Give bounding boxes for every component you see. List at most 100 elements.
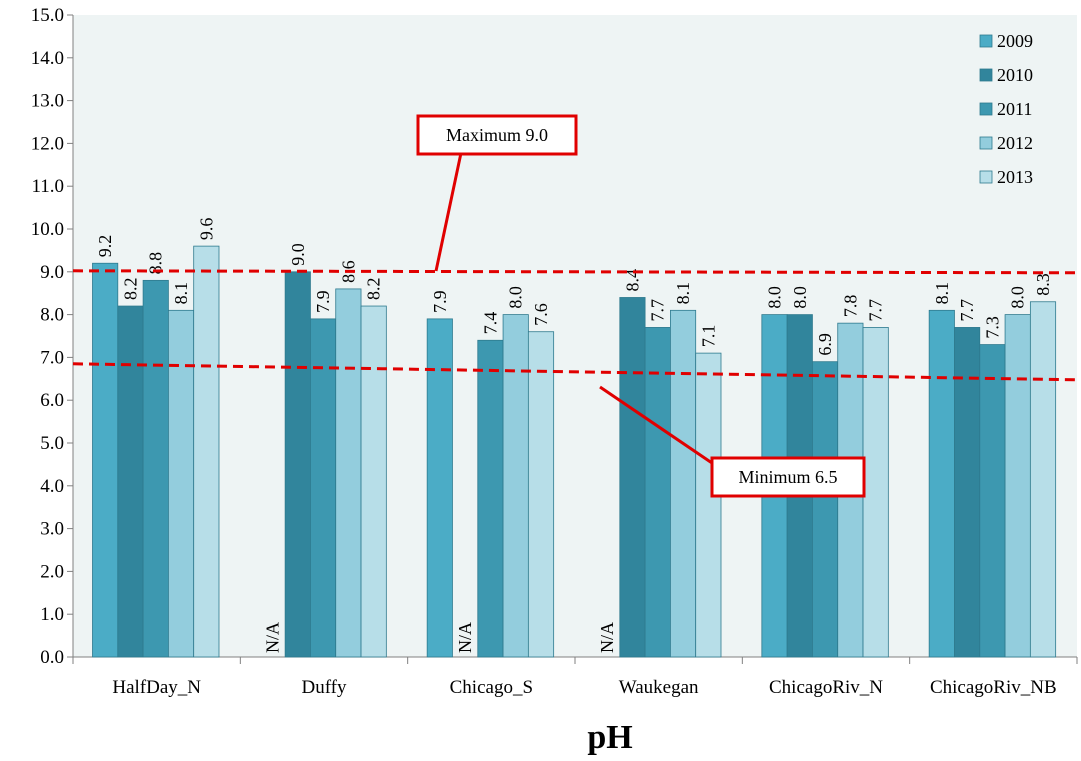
data-label: 7.1 xyxy=(698,325,718,348)
x-axis: HalfDay_N Duffy Chicago_S Waukegan ChicagoRi… xyxy=(72,656,1078,698)
legend-swatch-2009 xyxy=(979,34,993,48)
data-label: 8.3 xyxy=(1033,273,1053,296)
bar-2013-ChicagoRiv_NB xyxy=(1029,301,1057,658)
y-axis: 0.0 1.0 2.0 3.0 4.0 5.0 6.0 7.0 8.0 9.0 10.0 11.0 12… xyxy=(31,5,74,668)
y-tick-label: 3.0 xyxy=(40,519,64,540)
data-label: 8.2 xyxy=(364,278,384,301)
data-label: 8.1 xyxy=(673,282,693,305)
data-label: 8.0 xyxy=(790,286,810,309)
data-label: 7.7 xyxy=(957,299,977,322)
bar-2009-HalfDay_N xyxy=(92,262,119,658)
y-tick-label: 5.0 xyxy=(40,433,64,454)
y-tick-label: 7.0 xyxy=(40,347,64,368)
x-category-label: Duffy xyxy=(301,677,347,698)
data-label: 8.0 xyxy=(1008,286,1028,309)
data-label: 9.6 xyxy=(196,218,216,241)
data-label: 8.0 xyxy=(764,286,784,309)
data-label: 8.8 xyxy=(146,252,166,275)
max-annotation-box xyxy=(416,114,578,156)
data-label: 8.1 xyxy=(932,282,952,305)
legend-label-2011: 2011 xyxy=(997,99,1032,119)
bar-2013-Duffy xyxy=(360,305,387,658)
legend-swatch-2012 xyxy=(979,136,993,150)
bar-2011-Duffy xyxy=(310,318,337,658)
data-label: 8.1 xyxy=(171,282,191,305)
y-tick-label: 14.0 xyxy=(31,48,64,69)
bar-2010-ChicagoRiv_NB xyxy=(954,327,981,658)
data-label: 9.2 xyxy=(95,235,115,258)
legend-swatch-2013 xyxy=(979,170,993,184)
data-label: 8.2 xyxy=(120,278,140,301)
legend-swatch-2010 xyxy=(979,68,993,82)
data-label: 7.6 xyxy=(531,303,551,326)
bar-2011-ChicagoRiv_NB xyxy=(979,344,1006,658)
data-label: 7.7 xyxy=(866,299,886,322)
data-label: N/A xyxy=(597,622,617,653)
legend-label-2010: 2010 xyxy=(997,65,1033,85)
x-category-label: Waukegan xyxy=(619,677,699,698)
bar-2011-Chicago_S xyxy=(477,339,504,658)
bar-2010-HalfDay_N xyxy=(117,305,144,658)
data-label: 7.8 xyxy=(840,295,860,318)
y-tick-label: 4.0 xyxy=(40,476,64,497)
bar-2012-ChicagoRiv_NB xyxy=(1004,314,1031,658)
legend-label-2013: 2013 xyxy=(997,167,1033,187)
data-label: 8.0 xyxy=(506,286,526,309)
reference-lines: Maximum 9.0 Minimum 6.5 xyxy=(72,114,1078,498)
bar-2013-Chicago_S xyxy=(527,331,555,658)
y-tick-label: 0.0 xyxy=(40,647,64,668)
data-label: 9.0 xyxy=(288,243,308,266)
y-tick-label: 10.0 xyxy=(31,219,64,240)
bar-2009-ChicagoRiv_NB xyxy=(928,309,955,658)
min-annotation-box xyxy=(710,456,866,498)
y-tick-label: 9.0 xyxy=(40,262,64,283)
max-annotation-label: Maximum 9.0 xyxy=(446,125,548,145)
bar-2010-Waukegan xyxy=(619,297,646,658)
bar-2011-HalfDay_N xyxy=(142,279,169,658)
bar-2013-HalfDay_N xyxy=(193,245,220,658)
legend: 2009 2010 2011 2012 2013 xyxy=(979,31,1033,187)
bar-2012-Chicago_S xyxy=(502,314,529,658)
data-label: 7.3 xyxy=(982,316,1002,339)
x-category-label: HalfDay_N xyxy=(112,677,201,698)
data-label: 7.4 xyxy=(480,312,500,334)
x-category-label: ChicagoRiv_NB xyxy=(930,677,1057,698)
data-labels: 9.2 N/A 7.9 N/A 8.0 8.1 8.2 9.0 N/A 8.4 8.0 7.7 8.8 7… xyxy=(95,218,1053,653)
data-label: 7.7 xyxy=(648,299,668,322)
bar-2012-Waukegan xyxy=(670,309,697,658)
y-tick-label: 13.0 xyxy=(31,91,64,112)
plot-area xyxy=(73,15,1077,657)
bar-2011-ChicagoRiv_N xyxy=(812,361,839,658)
y-tick-label: 12.0 xyxy=(31,133,64,154)
bar-2010-Duffy xyxy=(284,271,311,658)
bar-2012-Duffy xyxy=(335,288,362,658)
y-tick-label: 15.0 xyxy=(31,5,64,26)
data-label: N/A xyxy=(455,622,475,653)
min-annotation-label: Minimum 6.5 xyxy=(738,467,837,487)
legend-swatch-2011 xyxy=(979,102,993,116)
data-label: 8.4 xyxy=(622,269,642,292)
y-tick-label: 1.0 xyxy=(40,604,64,625)
bar-2013-Waukegan xyxy=(695,352,722,658)
data-label: 6.9 xyxy=(815,333,835,356)
bar-2013-ChicagoRiv_N xyxy=(862,327,889,658)
bar-2012-HalfDay_N xyxy=(167,309,195,658)
y-tick-label: 11.0 xyxy=(31,176,64,197)
data-label: N/A xyxy=(262,622,282,653)
y-tick-label: 2.0 xyxy=(40,561,64,582)
bar-2009-Chicago_S xyxy=(426,318,453,658)
min-reference-line xyxy=(72,362,1078,382)
max-reference-line xyxy=(72,269,1078,275)
y-tick-label: 6.0 xyxy=(40,390,64,411)
y-tick-label: 8.0 xyxy=(40,305,64,326)
x-axis-title: pH xyxy=(587,719,632,756)
data-label: 7.9 xyxy=(430,290,450,313)
x-category-label: Chicago_S xyxy=(450,677,533,698)
x-category-label: ChicagoRiv_N xyxy=(769,677,883,698)
bar-2011-Waukegan xyxy=(644,327,671,658)
legend-label-2012: 2012 xyxy=(997,133,1033,153)
max-annotation-pointer xyxy=(434,152,463,272)
min-annotation-pointer xyxy=(599,385,713,465)
legend-label-2009: 2009 xyxy=(997,31,1033,51)
